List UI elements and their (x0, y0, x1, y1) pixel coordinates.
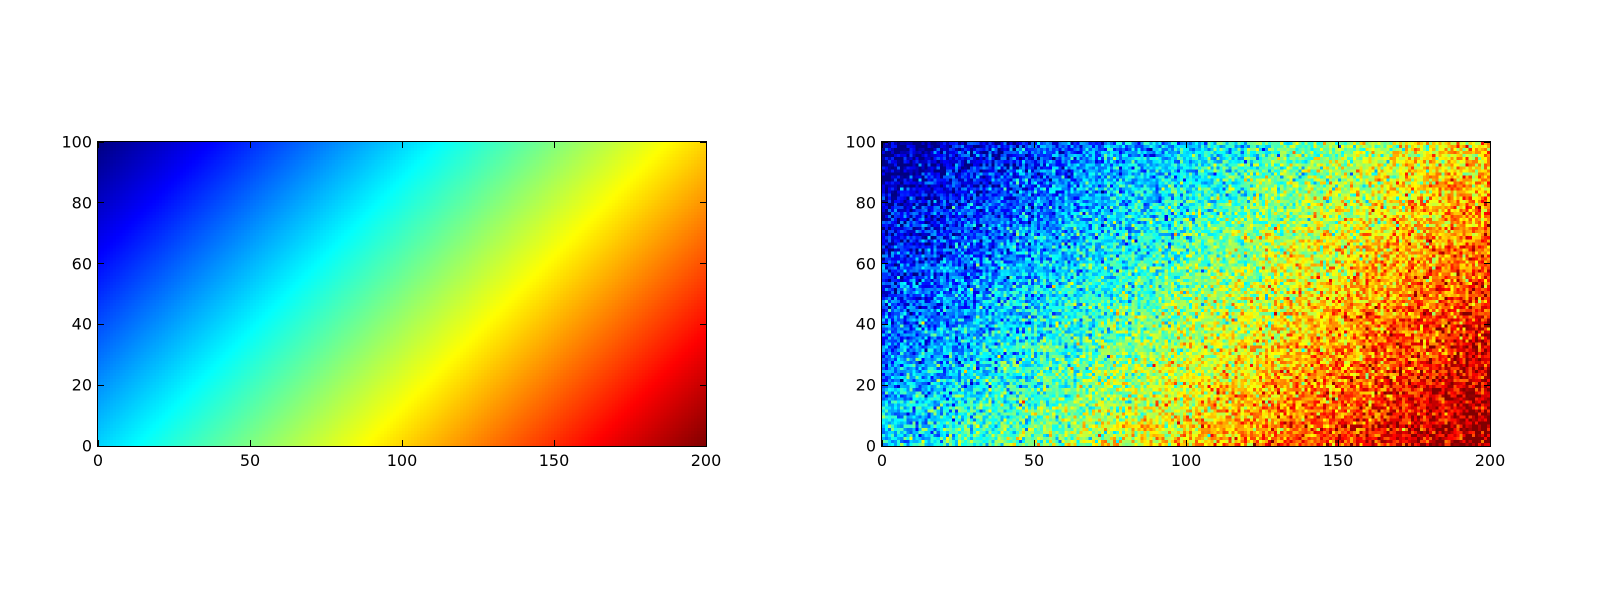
x-tick-mark (97, 440, 99, 446)
y-tick-label: 60 (71, 254, 92, 274)
y-tick-mark (98, 141, 104, 143)
y-tick-label: 40 (71, 314, 92, 334)
y-tick-mark (1484, 445, 1490, 447)
y-tick-mark (1484, 323, 1490, 325)
y-tick-mark (882, 263, 888, 265)
x-tick-mark (881, 142, 883, 148)
x-tick-label: 0 (92, 451, 104, 470)
y-tick-mark (1484, 141, 1490, 143)
y-tick-label: 100 (845, 132, 876, 152)
y-tick-mark (882, 323, 888, 325)
y-tick-mark (700, 263, 706, 265)
x-tick-mark (1337, 440, 1339, 446)
x-tick-label: 150 (538, 451, 570, 470)
y-tick-label: 100 (61, 132, 92, 152)
y-tick-mark (882, 445, 888, 447)
y-tick-mark (1484, 202, 1490, 204)
y-tick-mark (882, 202, 888, 204)
x-tick-mark (1033, 440, 1035, 446)
x-tick-label: 200 (1474, 451, 1506, 470)
y-tick-label: 20 (71, 375, 92, 395)
y-tick-mark (98, 202, 104, 204)
x-tick-label: 200 (690, 451, 722, 470)
x-tick-mark (401, 440, 403, 446)
noisy-gradient-heatmap (882, 142, 1490, 446)
y-tick-mark (700, 445, 706, 447)
x-tick-mark (97, 142, 99, 148)
x-tick-mark (249, 142, 251, 148)
y-tick-mark (98, 263, 104, 265)
x-tick-mark (705, 440, 707, 446)
y-tick-label: 0 (865, 436, 876, 456)
x-tick-mark (1185, 440, 1187, 446)
y-tick-label: 80 (71, 193, 92, 213)
y-tick-mark (882, 384, 888, 386)
y-tick-mark (1484, 263, 1490, 265)
x-tick-mark (705, 142, 707, 148)
y-tick-label: 60 (855, 254, 876, 274)
y-tick-mark (98, 323, 104, 325)
x-tick-label: 100 (386, 451, 418, 470)
x-tick-mark (553, 440, 555, 446)
x-tick-mark (249, 440, 251, 446)
x-tick-mark (401, 142, 403, 148)
right-heatmap-axes: 0 50 100 150 200 0 20 40 60 80 100 (845, 133, 1505, 471)
y-tick-mark (1484, 384, 1490, 386)
y-tick-label: 20 (855, 375, 876, 395)
y-tick-mark (700, 141, 706, 143)
x-tick-label: 0 (876, 451, 888, 470)
x-tick-label: 100 (1170, 451, 1202, 470)
left-heatmap-axes: 0 50 100 150 200 0 20 40 60 80 100 (61, 133, 721, 471)
y-tick-label: 0 (81, 436, 92, 456)
y-tick-mark (98, 445, 104, 447)
x-tick-mark (1033, 142, 1035, 148)
x-tick-mark (1489, 142, 1491, 148)
y-tick-mark (700, 323, 706, 325)
y-tick-mark (98, 384, 104, 386)
x-tick-mark (881, 440, 883, 446)
y-tick-label: 40 (855, 314, 876, 334)
x-tick-mark (553, 142, 555, 148)
x-tick-label: 50 (1023, 451, 1045, 470)
x-tick-mark (1489, 440, 1491, 446)
smooth-gradient-heatmap (98, 142, 706, 446)
x-tick-mark (1337, 142, 1339, 148)
x-tick-label: 150 (1322, 451, 1354, 470)
y-tick-mark (882, 141, 888, 143)
x-tick-label: 50 (239, 451, 261, 470)
y-tick-label: 80 (855, 193, 876, 213)
y-tick-mark (700, 202, 706, 204)
y-tick-mark (700, 384, 706, 386)
x-tick-mark (1185, 142, 1187, 148)
